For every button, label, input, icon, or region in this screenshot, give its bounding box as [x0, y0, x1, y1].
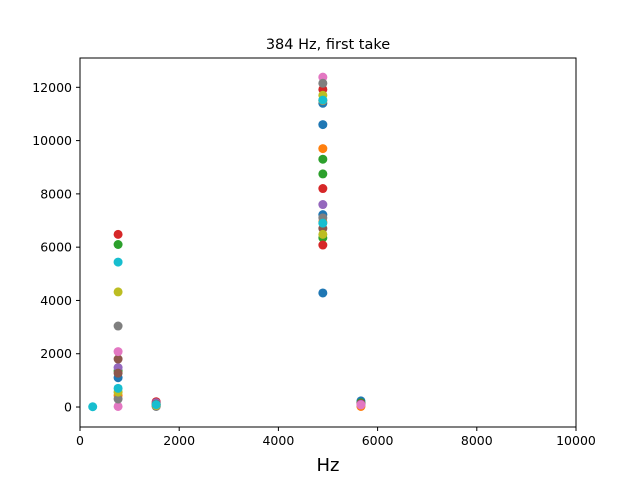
data-point: [113, 239, 123, 249]
x-tick-label: 4000: [262, 433, 294, 448]
points-layer: [88, 72, 366, 412]
data-point: [318, 200, 328, 210]
y-tick-label: 4000: [40, 293, 72, 308]
data-point: [113, 383, 123, 393]
data-point: [113, 401, 123, 411]
y-tick-label: 2000: [40, 346, 72, 361]
data-point: [88, 402, 98, 412]
data-point: [318, 218, 328, 228]
x-axis-label: Hz: [317, 455, 340, 476]
ticks-layer: 0 2000 4000 6000 8000 10000 0 2000 4000 6000 8000 1…: [32, 80, 596, 448]
data-point: [113, 257, 123, 267]
plot-frame: [79, 57, 577, 428]
chart-title: 384 Hz, first take: [266, 37, 390, 53]
data-point: [318, 95, 328, 105]
data-point: [318, 288, 328, 298]
data-point: [113, 347, 123, 357]
data-point: [113, 354, 123, 364]
data-point: [113, 321, 123, 331]
data-point: [318, 229, 328, 239]
y-tick-label: 12000: [32, 80, 72, 95]
y-tick-label: 10000: [32, 133, 72, 148]
x-tick-label: 8000: [461, 433, 493, 448]
x-tick-label: 6000: [362, 433, 394, 448]
x-tick-label: 2000: [163, 433, 195, 448]
data-point: [113, 394, 123, 404]
data-point: [318, 184, 328, 194]
data-point: [151, 400, 161, 410]
x-tick-label: 10000: [556, 433, 596, 448]
data-point: [318, 169, 328, 179]
data-point: [113, 229, 123, 239]
y-tick-label: 8000: [40, 186, 72, 201]
x-tick-label: 0: [76, 433, 84, 448]
data-point: [356, 400, 366, 410]
data-point: [113, 287, 123, 297]
data-point: [318, 144, 328, 154]
data-point: [318, 154, 328, 164]
y-tick-label: 0: [64, 400, 72, 415]
data-point: [318, 240, 328, 250]
data-point: [318, 120, 328, 130]
y-tick-label: 6000: [40, 240, 72, 255]
data-point: [318, 78, 328, 88]
data-point: [113, 368, 123, 378]
